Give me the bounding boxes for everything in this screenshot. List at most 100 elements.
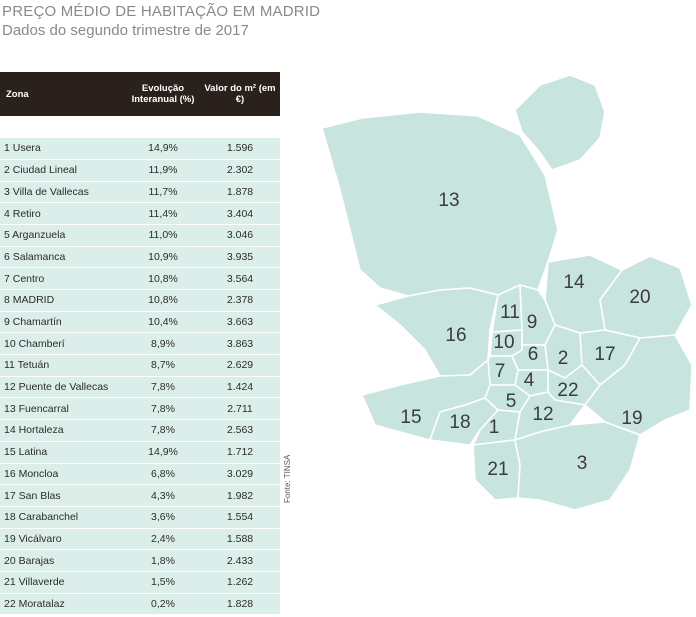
district-label-12: 12 <box>532 404 553 425</box>
evolucao-cell: 11,0% <box>126 224 200 247</box>
evolucao-cell: 2,4% <box>126 528 200 551</box>
evolucao-cell: 6,8% <box>126 463 200 486</box>
district-label-9: 9 <box>527 312 538 333</box>
district-shapes <box>321 74 693 511</box>
table-body: 1 Usera 14,9% 1.596 2 Ciudad Lineal 11,9% 2.3… <box>0 116 280 616</box>
valor-cell: 2.711 <box>200 397 280 421</box>
price-table: Zona Evolução Interanual (%) Valor do m²… <box>0 72 280 616</box>
valor-cell: 3.863 <box>200 332 280 356</box>
table-row: 18 Carabanchel 3,6% 1.554 <box>0 506 280 529</box>
table-row: 14 Hortaleza 7,8% 2.563 <box>0 419 280 442</box>
valor-cell: 1.262 <box>200 571 280 594</box>
district-label-17: 17 <box>594 344 615 365</box>
table-row: 22 Moratalaz 0,2% 1.828 <box>0 593 280 616</box>
district-label-5: 5 <box>506 391 517 412</box>
zona-cell: 1 Usera <box>0 137 126 160</box>
valor-cell: 3.935 <box>200 246 280 269</box>
evolucao-cell: 10,9% <box>126 246 200 269</box>
evolucao-cell: 0,2% <box>126 593 200 616</box>
valor-cell: 3.046 <box>200 224 280 247</box>
district-label-7: 7 <box>495 361 506 382</box>
district-label-2: 2 <box>558 348 569 369</box>
evolucao-cell: 7,8% <box>126 376 200 399</box>
evolucao-cell: 10,8% <box>126 289 200 312</box>
valor-cell: 3.564 <box>200 267 280 290</box>
valor-cell: 2.378 <box>200 289 280 312</box>
valor-cell: 3.029 <box>200 463 280 486</box>
district-label-18: 18 <box>449 412 470 433</box>
district-label-4: 4 <box>524 370 535 391</box>
evolucao-cell: 1,5% <box>126 571 200 594</box>
evolucao-cell: 3,6% <box>126 506 200 529</box>
table-row: 17 San Blas 4,3% 1.982 <box>0 484 280 507</box>
district-3-shape <box>514 421 641 511</box>
table-header-row: Zona Evolução Interanual (%) Valor do m²… <box>0 72 280 116</box>
madrid-district-map: 13 14 20 16 11 9 10 6 2 17 7 4 22 5 15 1… <box>321 74 693 511</box>
table-row: 12 Puente de Vallecas 7,8% 1.424 <box>0 376 280 399</box>
zona-cell: 21 Villaverde <box>0 571 126 594</box>
zona-cell: 15 Latina <box>0 441 126 464</box>
valor-cell: 3.663 <box>200 311 280 334</box>
table-row: 1 Usera 14,9% 1.596 <box>0 137 280 160</box>
table-row: 8 MADRID 10,8% 2.378 <box>0 289 280 312</box>
evolucao-cell: 1,8% <box>126 549 200 572</box>
table-row: 5 Arganzuela 11,0% 3.046 <box>0 224 280 247</box>
table-row: 15 Latina 14,9% 1.712 <box>0 441 280 464</box>
evolucao-cell: 7,8% <box>126 397 200 421</box>
table-row: 21 Villaverde 1,5% 1.262 <box>0 571 280 594</box>
chart-title: PREÇO MÉDIO DE HABITAÇÃO EM MADRID <box>2 3 321 20</box>
table-row: 20 Barajas 1,8% 2.433 <box>0 549 280 572</box>
table-row: 11 Tetuán 8,7% 2.629 <box>0 354 280 377</box>
zona-cell: 13 Fuencarral <box>0 397 126 421</box>
zona-cell: 7 Centro <box>0 267 126 290</box>
table-spacer-cell <box>0 116 280 138</box>
table-row: 19 Vicálvaro 2,4% 1.588 <box>0 528 280 551</box>
zona-cell: 11 Tetuán <box>0 354 126 377</box>
evolucao-cell: 10,8% <box>126 267 200 290</box>
table-row: 2 Ciudad Lineal 11,9% 2.302 <box>0 159 280 182</box>
chart-subtitle: Dados do segundo trimestre de 2017 <box>2 22 249 39</box>
evolucao-cell: 8,9% <box>126 332 200 356</box>
district-label-22: 22 <box>557 380 578 401</box>
zona-cell: 17 San Blas <box>0 484 126 507</box>
table-row: 7 Centro 10,8% 3.564 <box>0 267 280 290</box>
header-zona: Zona <box>0 72 126 116</box>
evolucao-cell: 11,7% <box>126 181 200 204</box>
district-label-14: 14 <box>563 272 585 293</box>
zona-cell: 22 Moratalaz <box>0 593 126 616</box>
district-label-3: 3 <box>577 453 588 474</box>
header-evolucao-label: Evolução Interanual (%) <box>131 83 195 105</box>
zona-cell: 18 Carabanchel <box>0 506 126 529</box>
valor-cell: 3.404 <box>200 202 280 225</box>
valor-cell: 2.563 <box>200 419 280 442</box>
table-row: 9 Chamartín 10,4% 3.663 <box>0 311 280 334</box>
zona-cell: 10 Chamberí <box>0 332 126 356</box>
valor-cell: 1.828 <box>200 593 280 616</box>
zona-cell: 8 MADRID <box>0 289 126 312</box>
valor-cell: 1.596 <box>200 137 280 160</box>
valor-cell: 1.424 <box>200 376 280 399</box>
zona-cell: 12 Puente de Vallecas <box>0 376 126 399</box>
district-label-21: 21 <box>487 459 508 480</box>
evolucao-cell: 8,7% <box>126 354 200 377</box>
valor-cell: 1.982 <box>200 484 280 507</box>
header-evolucao: Evolução Interanual (%) <box>126 72 200 116</box>
table-row: 6 Salamanca 10,9% 3.935 <box>0 246 280 269</box>
table-row: 4 Retiro 11,4% 3.404 <box>0 202 280 225</box>
evolucao-cell: 11,4% <box>126 202 200 225</box>
district-13-north-shape <box>514 74 606 171</box>
district-label-11: 11 <box>500 302 520 323</box>
district-label-20: 20 <box>629 287 650 308</box>
evolucao-cell: 4,3% <box>126 484 200 507</box>
zona-cell: 14 Hortaleza <box>0 419 126 442</box>
valor-cell: 1.712 <box>200 441 280 464</box>
valor-cell: 1.878 <box>200 181 280 204</box>
district-label-13: 13 <box>438 190 459 211</box>
zona-cell: 4 Retiro <box>0 202 126 225</box>
district-label-16: 16 <box>445 325 466 346</box>
zona-cell: 2 Ciudad Lineal <box>0 159 126 182</box>
table-row: 16 Moncloa 6,8% 3.029 <box>0 463 280 486</box>
table-row: 10 Chamberí 8,9% 3.863 <box>0 332 280 356</box>
evolucao-cell: 11,9% <box>126 159 200 182</box>
zona-cell: 5 Arganzuela <box>0 224 126 247</box>
